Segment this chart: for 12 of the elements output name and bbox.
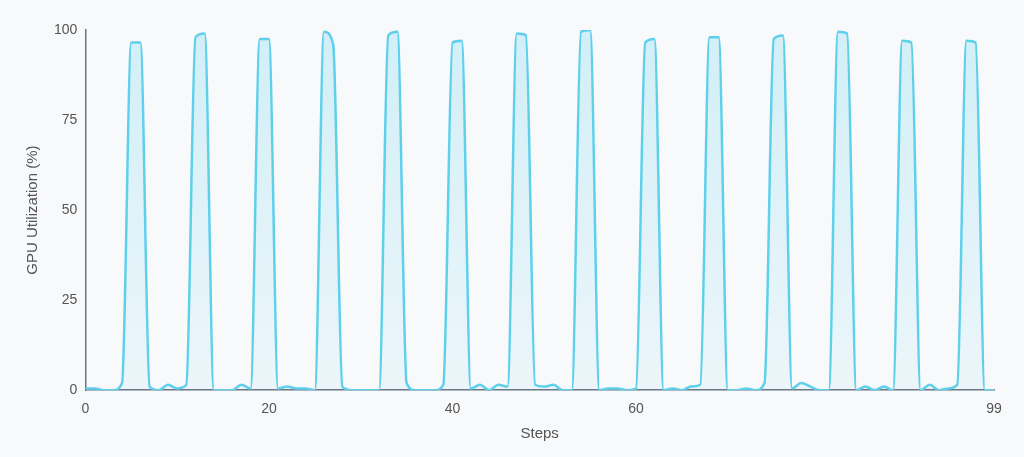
y-axis-title: GPU Utilization (%) [23, 145, 41, 275]
y-tick-label: 50 [61, 200, 78, 217]
x-tick-label: 99 [986, 400, 1002, 417]
y-tick-label: 0 [69, 381, 78, 398]
x-axis-title: Steps [520, 424, 559, 442]
x-tick-label: 40 [444, 400, 461, 417]
x-tick-label: 0 [81, 400, 90, 417]
y-tick-label: 25 [61, 291, 78, 308]
x-tick-label: 20 [261, 400, 277, 417]
y-tick-label: 75 [61, 110, 78, 127]
x-tick-label: 60 [628, 400, 645, 417]
y-tick-label: 100 [54, 20, 78, 37]
